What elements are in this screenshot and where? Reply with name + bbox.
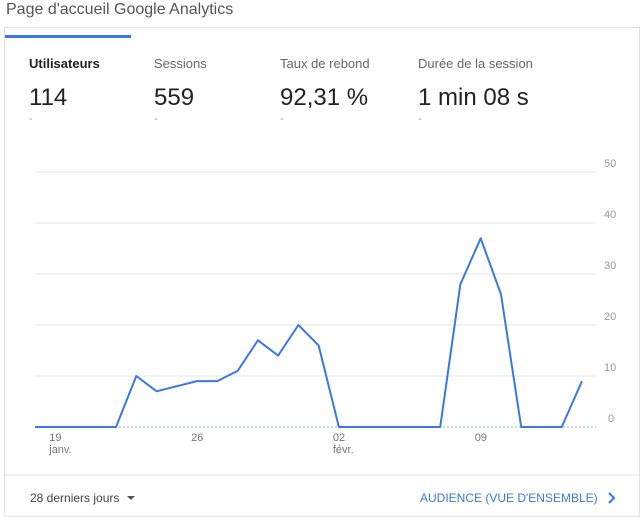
page-title: Page d'accueil Google Analytics xyxy=(6,1,234,18)
metric-value: 1 min 08 s xyxy=(418,84,529,111)
metric-label: Sessions xyxy=(154,56,207,71)
metric-label: Utilisateurs xyxy=(29,56,100,71)
metric-change: - xyxy=(418,113,422,125)
active-tab-indicator xyxy=(5,35,131,38)
metric-value: 559 xyxy=(154,84,195,111)
x-tick-label: 26 xyxy=(191,432,204,444)
y-tick-label: 50 xyxy=(604,158,617,170)
metric-label: Durée de la session xyxy=(418,56,533,71)
metric-change: - xyxy=(280,113,284,125)
metric-value: 114 xyxy=(29,84,68,111)
y-tick-label: 0 xyxy=(608,413,615,425)
dropdown-arrow[interactable] xyxy=(127,496,135,500)
x-tick-label: 02 févr. xyxy=(332,432,354,456)
chevron[interactable] xyxy=(608,492,616,504)
y-tick-label: 40 xyxy=(604,209,617,221)
metric-value: 92,31 % xyxy=(280,84,369,111)
metric-change: - xyxy=(29,113,33,125)
date-range[interactable]: 28 derniers jours xyxy=(30,491,120,505)
y-tick-label: 30 xyxy=(604,260,617,272)
x-tick-label: 09 xyxy=(474,432,487,444)
metric-change: - xyxy=(154,113,158,125)
y-tick-label: 20 xyxy=(604,311,617,323)
x-tick-label: 19 janv. xyxy=(49,432,72,456)
audience-link[interactable]: AUDIENCE (VUE D'ENSEMBLE) xyxy=(420,491,598,505)
line xyxy=(35,237,583,428)
metric-label: Taux de rebond xyxy=(280,56,370,71)
y-tick-label: 10 xyxy=(604,362,617,374)
